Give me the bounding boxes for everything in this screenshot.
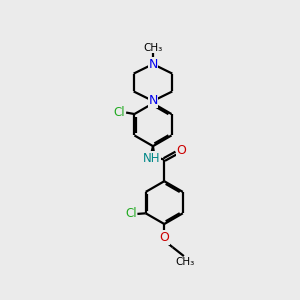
Text: Cl: Cl xyxy=(114,106,125,119)
Text: NH: NH xyxy=(143,152,160,164)
Text: CH₃: CH₃ xyxy=(176,257,195,267)
Text: N: N xyxy=(148,94,158,107)
Text: CH₃: CH₃ xyxy=(143,43,163,53)
Text: O: O xyxy=(159,231,169,244)
Text: O: O xyxy=(177,144,186,157)
Text: N: N xyxy=(148,58,158,70)
Text: Cl: Cl xyxy=(125,207,137,220)
